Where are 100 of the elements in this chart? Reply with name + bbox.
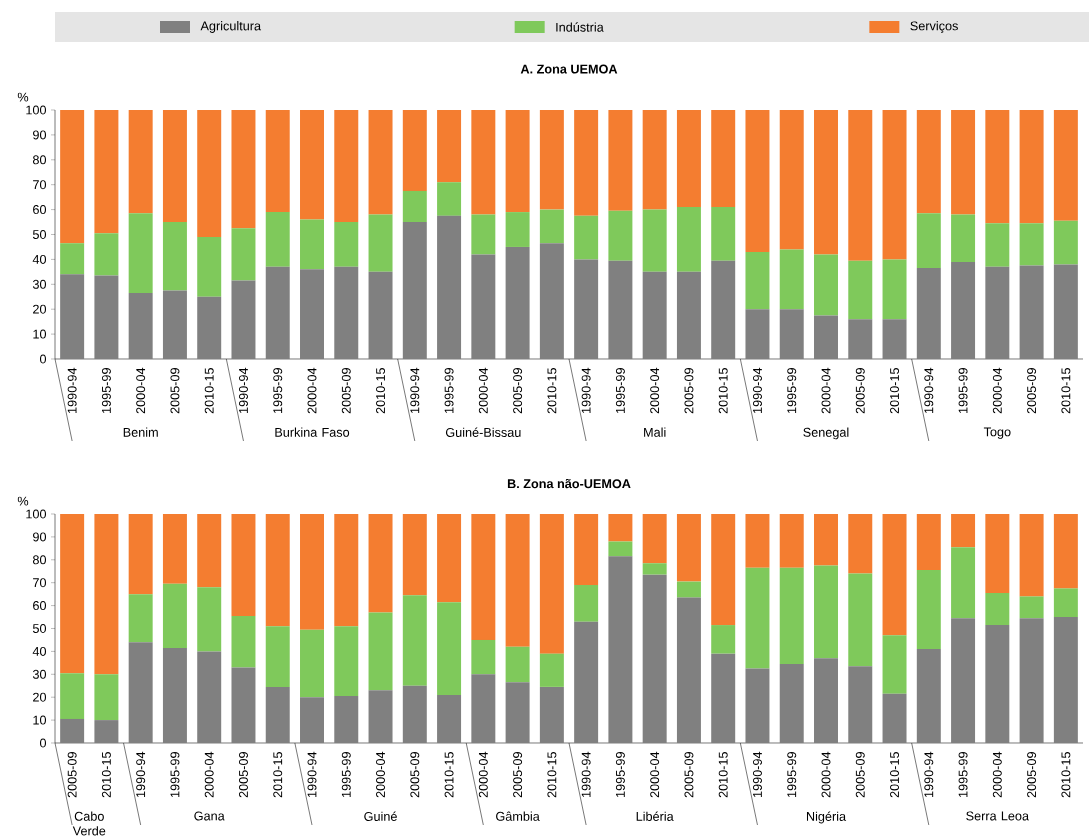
bar — [197, 296, 222, 359]
bar — [916, 649, 941, 743]
bar — [265, 626, 290, 687]
bar — [676, 271, 701, 359]
bar — [1019, 596, 1044, 619]
bar — [1019, 110, 1044, 224]
bar — [574, 259, 599, 359]
bar — [334, 110, 359, 223]
bar — [128, 110, 153, 214]
x-tick-label: 2000-04 — [307, 367, 317, 414]
bar — [231, 615, 256, 668]
x-tick-label: 1990-94 — [581, 367, 591, 414]
y-axis-title: % — [17, 496, 29, 506]
x-tick-label: 2000-04 — [478, 367, 488, 414]
bar — [128, 213, 153, 294]
x-tick-label: 1995-99 — [170, 752, 180, 798]
x-tick-label: 2010-15 — [718, 368, 728, 414]
bar — [471, 214, 496, 255]
bar — [265, 686, 290, 743]
x-tick-label: 2005-09 — [855, 368, 865, 414]
text: Burkina Faso — [275, 427, 350, 437]
bar — [676, 110, 701, 208]
bar — [162, 290, 187, 359]
bar — [814, 254, 838, 316]
bar — [505, 246, 530, 359]
y-tick-label: 50 — [32, 624, 47, 633]
bar — [574, 514, 599, 585]
bar — [300, 514, 324, 630]
x-tick-label: 2010-15 — [444, 752, 454, 798]
bar — [608, 556, 633, 743]
bar — [471, 514, 496, 640]
bar — [814, 315, 838, 359]
bar — [711, 653, 736, 743]
y-tick-label: 30 — [32, 669, 47, 679]
bar — [437, 215, 462, 359]
x-tick-label: 2005-09 — [684, 368, 694, 414]
bar — [231, 280, 256, 359]
text: Libéria — [636, 811, 674, 821]
bar — [402, 190, 427, 223]
y-tick-label: 10 — [33, 329, 47, 339]
bar — [1019, 265, 1044, 359]
y-tick-label: 80 — [32, 155, 47, 165]
bar — [162, 647, 187, 743]
bar — [1019, 618, 1044, 743]
text: Gana — [194, 811, 225, 821]
x-tick-label: 2000-04 — [376, 751, 386, 798]
bar — [608, 110, 633, 211]
x-tick-label: 2005-09 — [67, 752, 77, 798]
bar — [94, 720, 119, 743]
bar — [94, 275, 119, 359]
x-tick-label: 2010-15 — [1061, 368, 1071, 414]
x-tick-label: 1995-99 — [787, 368, 797, 414]
bar — [574, 584, 599, 622]
bar — [60, 514, 85, 674]
bar — [882, 693, 907, 743]
bar — [197, 651, 222, 743]
y-tick-label: 20 — [33, 304, 47, 314]
x-tick-label: 1990-94 — [410, 367, 420, 414]
bar — [334, 222, 359, 267]
y-tick-label: 60 — [33, 205, 47, 215]
bar — [608, 541, 633, 557]
bar — [745, 567, 770, 669]
legend-label: Agricultura — [200, 21, 262, 33]
x-tick-label: 2010-15 — [1061, 752, 1071, 798]
text: Senegal — [803, 427, 849, 440]
bar — [951, 618, 976, 743]
bar — [916, 110, 941, 214]
bar — [711, 625, 736, 654]
y-axis-title: % — [17, 92, 29, 102]
bar — [197, 587, 222, 652]
x-tick-label: 2000-04 — [478, 751, 488, 798]
bar — [848, 260, 873, 320]
bar — [676, 597, 701, 743]
bar — [985, 625, 1010, 743]
bar — [745, 668, 770, 743]
bar — [779, 567, 804, 664]
text: Guiné — [364, 811, 397, 821]
bar — [437, 694, 462, 743]
y-tick-label: 60 — [33, 601, 47, 611]
x-tick-label: 2010-15 — [376, 368, 386, 414]
bar — [265, 514, 290, 627]
x-tick-label: 1990-94 — [238, 367, 248, 414]
text: Benim — [123, 427, 158, 437]
bar — [848, 110, 873, 261]
bar — [848, 514, 873, 574]
bar — [539, 243, 564, 359]
bar — [642, 209, 667, 272]
x-tick-label: 2010-15 — [101, 752, 111, 798]
bar — [951, 110, 976, 215]
bar — [60, 718, 85, 743]
chart-title: A. Zona UEMOA — [520, 64, 618, 74]
bar — [951, 514, 976, 548]
bar — [848, 319, 873, 359]
bar — [94, 674, 119, 721]
x-tick-label: 2005-09 — [513, 368, 523, 414]
bar — [814, 110, 838, 255]
x-tick-label: 2005-09 — [238, 752, 248, 798]
x-tick-label: 2000-04 — [821, 751, 831, 798]
bar — [231, 110, 256, 229]
y-tick-label: 40 — [32, 254, 47, 264]
